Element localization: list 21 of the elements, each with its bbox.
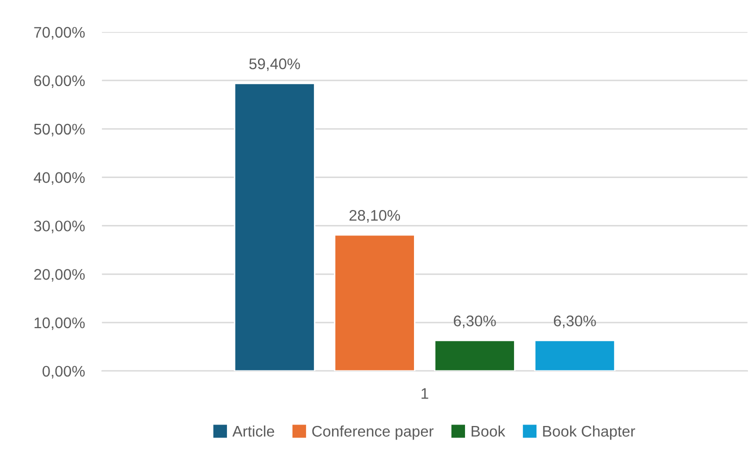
y-tick-label: 0,00% [42, 366, 85, 378]
y-tick-label: 60,00% [34, 75, 85, 88]
data-label: 59,40% [249, 58, 300, 72]
y-tick-label: 50,00% [34, 124, 85, 136]
y-tick-label: 70,00% [34, 26, 85, 40]
legend-label: Article [232, 425, 274, 437]
data-label: 6,30% [454, 316, 496, 328]
y-tick-label: 40,00% [34, 172, 85, 185]
data-label: 28,10% [350, 210, 400, 223]
legend-label: Conference paper [312, 426, 434, 440]
bar [234, 82, 316, 371]
bar [434, 340, 516, 371]
bar [334, 234, 416, 371]
bar [534, 340, 616, 371]
x-tick-label: 1 [422, 388, 428, 399]
legend-label: Book [472, 425, 506, 437]
y-tick-label: 10,00% [34, 317, 85, 330]
legend-label: Book Chapter [543, 425, 636, 440]
y-tick-label: 20,00% [34, 269, 85, 282]
data-label: 6,30% [554, 316, 596, 328]
y-tick-label: 30,00% [34, 220, 85, 234]
